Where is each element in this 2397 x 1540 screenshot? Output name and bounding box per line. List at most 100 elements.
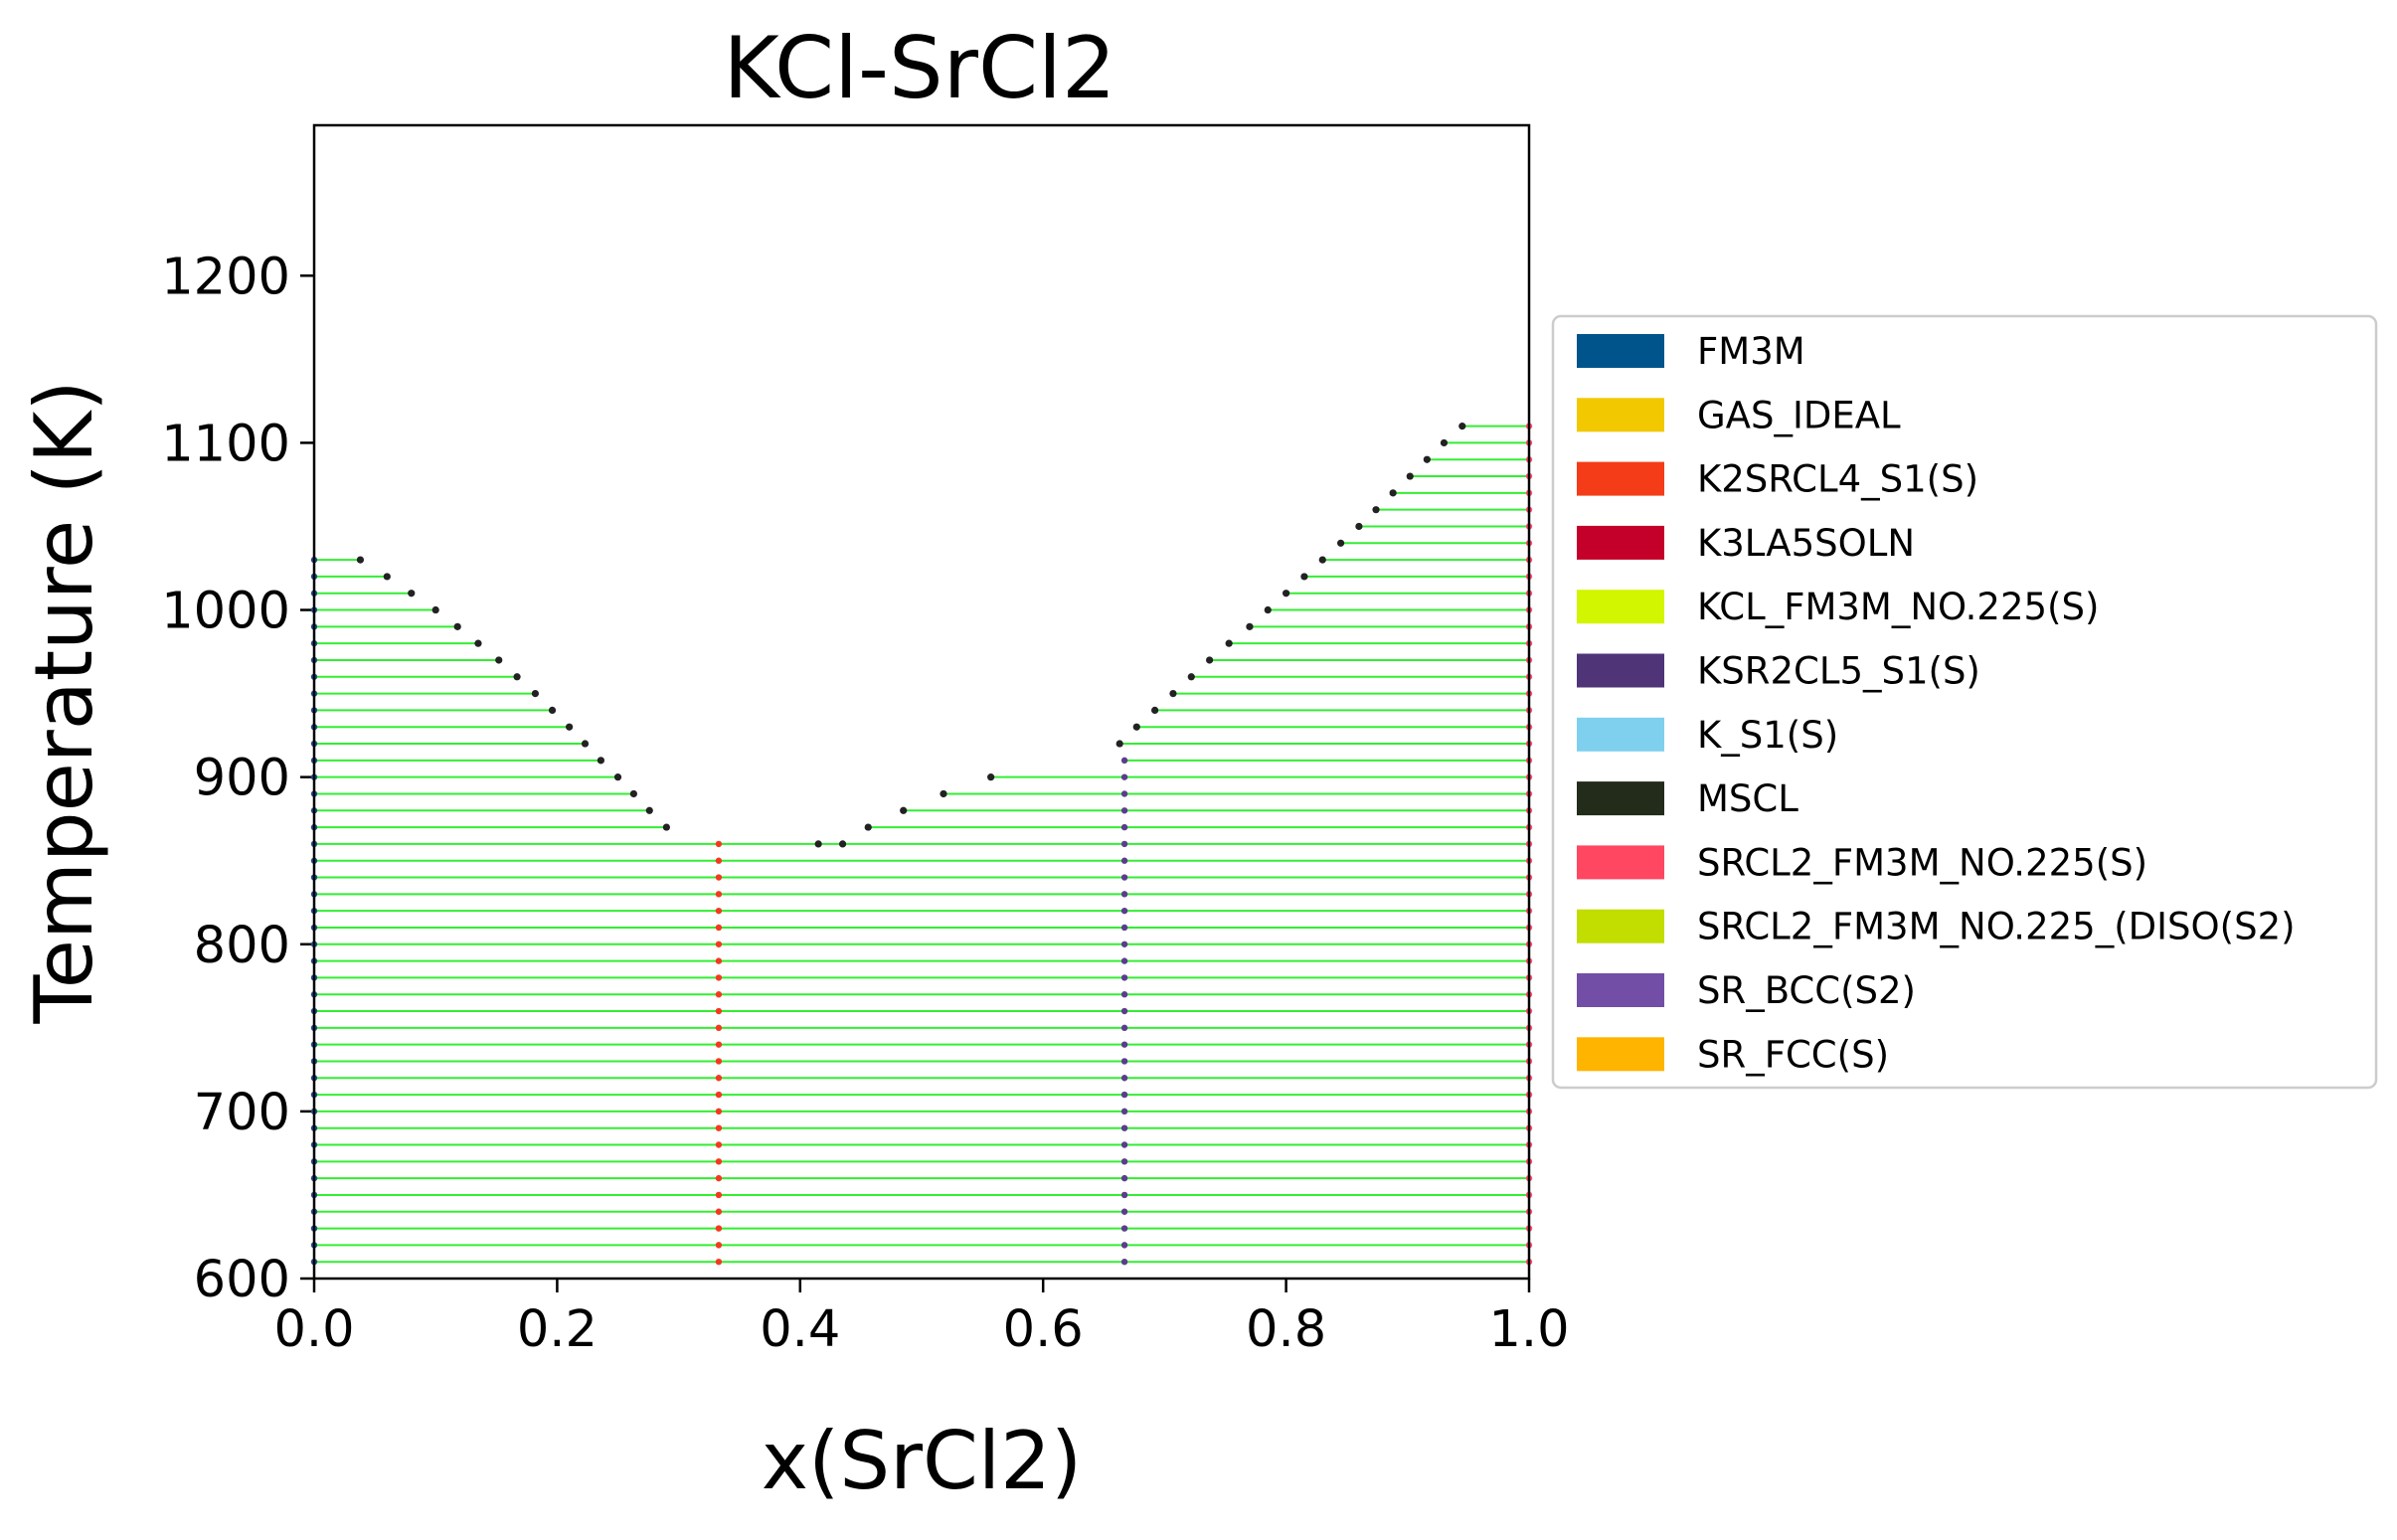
phase-point <box>1120 1024 1128 1032</box>
phase-point <box>1120 1108 1128 1115</box>
phase-point <box>715 957 723 964</box>
liquidus-point <box>864 823 872 831</box>
liquidus-point <box>814 840 822 848</box>
phase-point <box>715 974 723 981</box>
liquidus-point <box>383 573 391 581</box>
liquidus-point <box>566 723 574 731</box>
plot-frame <box>312 123 1531 1281</box>
liquidus-point <box>1246 622 1254 630</box>
legend-swatch <box>1577 653 1664 688</box>
phase-point <box>715 924 723 932</box>
liquidus-point <box>1115 740 1123 748</box>
phase-point <box>1120 857 1128 864</box>
liquidus-points <box>356 423 1466 848</box>
legend-swatch <box>1577 398 1664 432</box>
phase-point <box>1120 1091 1128 1099</box>
legend-swatch <box>1577 909 1664 943</box>
phase-point <box>715 1174 723 1182</box>
liquidus-point <box>1406 472 1414 480</box>
liquidus-point <box>581 740 590 748</box>
y-tick-label: 600 <box>194 1251 290 1309</box>
liquidus-point <box>940 789 947 798</box>
x-axis-label: x(SrCl2) <box>762 1415 1082 1507</box>
liquidus-point <box>356 556 365 564</box>
phase-point <box>1120 1208 1128 1215</box>
y-axis-label: Temperature (K) <box>18 380 110 1024</box>
phase-point <box>1120 840 1128 848</box>
y-tick-label: 1100 <box>161 415 290 473</box>
liquidus-point <box>1336 539 1345 547</box>
phase-point <box>715 1058 723 1065</box>
legend-entry-label: KSR2CL5_S1(S) <box>1697 650 1980 693</box>
phase-point <box>1120 1075 1128 1082</box>
y-tick-label: 1000 <box>161 583 290 641</box>
y-tick-label: 700 <box>194 1084 290 1142</box>
phase-point <box>715 1242 723 1249</box>
legend-entry-label: FM3M <box>1697 330 1805 373</box>
phase-point <box>715 1091 723 1099</box>
liquidus-point <box>408 590 416 598</box>
liquidus-point <box>1389 489 1397 497</box>
liquidus-point <box>1372 506 1380 514</box>
legend-entry-label: SR_BCC(S2) <box>1697 969 1916 1012</box>
x-tick-label: 0.4 <box>760 1300 840 1359</box>
liquidus-point <box>431 605 439 614</box>
legend-entry-label: SRCL2_FM3M_NO.225_(DISO(S2) <box>1697 906 2296 948</box>
phase-point <box>715 857 723 864</box>
liquidus-point <box>513 673 521 681</box>
liquidus-point <box>629 789 637 798</box>
liquidus-point <box>531 689 540 698</box>
chart-title: KCl-SrCl2 <box>723 19 1115 118</box>
phase-point <box>715 1208 723 1215</box>
phase-point <box>1120 773 1128 780</box>
liquidus-point <box>838 840 847 848</box>
legend-entry-label: K_S1(S) <box>1697 714 1838 757</box>
liquidus-point <box>1440 438 1449 447</box>
liquidus-point <box>900 806 908 814</box>
legend-frame <box>1551 314 2378 1090</box>
phase-point <box>1120 1158 1128 1165</box>
legend-swatch <box>1577 1037 1664 1072</box>
liquidus-point <box>597 757 604 765</box>
liquidus-point <box>1151 706 1159 715</box>
liquidus-point <box>1169 689 1177 698</box>
liquidus-point <box>1355 522 1363 531</box>
legend-entry-label: MSCL <box>1697 777 1798 820</box>
legend-swatch <box>1577 973 1664 1007</box>
phase-point <box>1120 1141 1128 1148</box>
legend-swatch <box>1577 717 1664 752</box>
phase-point <box>1120 891 1128 898</box>
phase-point <box>715 1024 723 1032</box>
phase-point <box>1120 1007 1128 1015</box>
liquidus-point <box>1458 423 1466 430</box>
legend-items: FM3M GAS_IDEAL K2SRCL4_S1(S) K3LA5SOLN KCL_F… <box>1577 330 2296 1076</box>
y-tick-label: 1200 <box>161 248 290 306</box>
phase-point <box>1120 807 1128 814</box>
x-tick-label: 0.2 <box>517 1300 598 1359</box>
liquidus-point <box>453 622 461 630</box>
phase-point <box>715 1108 723 1115</box>
liquidus-point <box>987 773 995 781</box>
liquidus-point <box>613 773 622 781</box>
phase-point <box>715 1041 723 1048</box>
phase-point <box>715 1158 723 1165</box>
phase-point <box>1120 1225 1128 1232</box>
phase-point <box>1120 924 1128 932</box>
liquidus-point <box>1132 723 1140 731</box>
phase-point <box>1120 1191 1128 1199</box>
phase-point <box>1120 1058 1128 1065</box>
liquidus-point <box>1264 605 1272 614</box>
phase-point <box>715 907 723 915</box>
liquidus-point <box>1423 455 1431 463</box>
liquidus-point <box>1318 556 1326 564</box>
legend-swatch <box>1577 590 1664 624</box>
liquidus-point <box>1283 590 1290 598</box>
legend-entry-label: K3LA5SOLN <box>1697 522 1915 565</box>
phase-point <box>1120 1242 1128 1249</box>
phase-point <box>1120 874 1128 881</box>
phase-point <box>715 874 723 881</box>
phase-point <box>1120 941 1128 947</box>
axis-ticks: 0.0 0.2 0.4 0.6 0.8 1.0 600 700 800 900 1000 1100 12… <box>161 248 1569 1359</box>
legend-swatch <box>1577 781 1664 816</box>
legend-entry-label: GAS_IDEAL <box>1697 394 1901 436</box>
